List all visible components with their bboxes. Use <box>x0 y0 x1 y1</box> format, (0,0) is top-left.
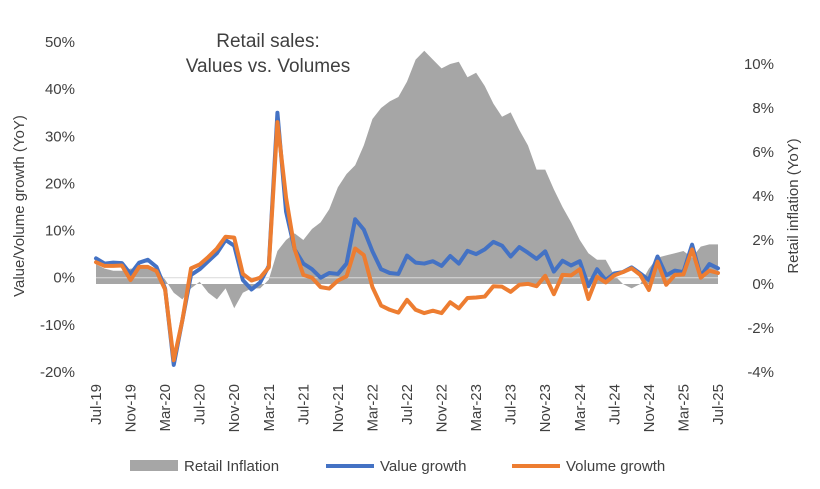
right-tick-label: 0% <box>752 276 774 293</box>
left-tick-label: -10% <box>40 317 75 334</box>
left-tick-label: 20% <box>45 175 75 192</box>
left-axis-label: Value/Volume growth (YoY) <box>11 115 28 297</box>
x-tick-label: Nov-21 <box>330 384 347 432</box>
x-tick-label: Jul-25 <box>710 384 727 425</box>
legend: Retail Inflation Value growth Volume gro… <box>130 458 665 475</box>
right-tick-label: 8% <box>752 100 774 117</box>
x-tick-label: Nov-19 <box>123 384 140 432</box>
x-tick-label: Mar-23 <box>468 384 485 432</box>
left-tick-label: 40% <box>45 81 75 98</box>
left-tick-label: 10% <box>45 223 75 240</box>
legend-label-value: Value growth <box>380 458 466 475</box>
right-tick-label: 10% <box>744 56 774 73</box>
legend-label-inflation: Retail Inflation <box>184 458 279 475</box>
right-axis-ticks: -4% -2% 0% 2% 4% 6% 8% 10% <box>744 56 774 381</box>
x-tick-label: Nov-22 <box>434 384 451 432</box>
x-tick-label: Mar-20 <box>157 384 174 432</box>
series-area-retail-inflation <box>96 50 718 309</box>
x-tick-label: Jul-20 <box>192 384 209 425</box>
left-tick-label: 50% <box>45 34 75 51</box>
right-tick-label: 4% <box>752 188 774 205</box>
legend-label-volume: Volume growth <box>566 458 665 475</box>
x-axis-ticks: Jul-19 Nov-19 Mar-20 Jul-20 Nov-20 Mar-21 Jul-… <box>88 384 727 432</box>
x-tick-label: Jul-23 <box>503 384 520 425</box>
right-tick-label: -4% <box>747 364 774 381</box>
series-line-volume-growth <box>94 120 720 363</box>
chart-title-line-1: Retail sales: <box>216 31 320 52</box>
left-tick-label: -20% <box>40 364 75 381</box>
right-tick-label: 2% <box>752 232 774 249</box>
x-tick-label: Mar-25 <box>675 384 692 432</box>
x-tick-label: Jul-21 <box>295 384 312 425</box>
legend-swatch-inflation <box>130 460 178 471</box>
x-tick-label: Mar-21 <box>261 384 278 432</box>
left-tick-label: 30% <box>45 128 75 145</box>
x-tick-label: Jul-19 <box>88 384 105 425</box>
x-tick-label: Nov-24 <box>641 384 658 432</box>
chart-title-line-2: Values vs. Volumes <box>186 56 350 77</box>
right-tick-label: -2% <box>747 320 774 337</box>
x-tick-label: Jul-24 <box>606 384 623 425</box>
x-tick-label: Nov-23 <box>537 384 554 432</box>
left-tick-label: 0% <box>53 270 75 287</box>
left-axis-ticks: -20% -10% 0% 10% 20% 30% 40% 50% <box>40 34 75 381</box>
area-layer <box>96 50 718 309</box>
line-layer <box>94 110 720 367</box>
right-tick-label: 6% <box>752 144 774 161</box>
right-axis-label: Retail inflation (YoY) <box>785 138 802 273</box>
x-tick-label: Nov-20 <box>226 384 243 432</box>
x-tick-label: Mar-22 <box>364 384 381 432</box>
x-tick-label: Jul-22 <box>399 384 416 425</box>
x-tick-label: Mar-24 <box>572 384 589 432</box>
